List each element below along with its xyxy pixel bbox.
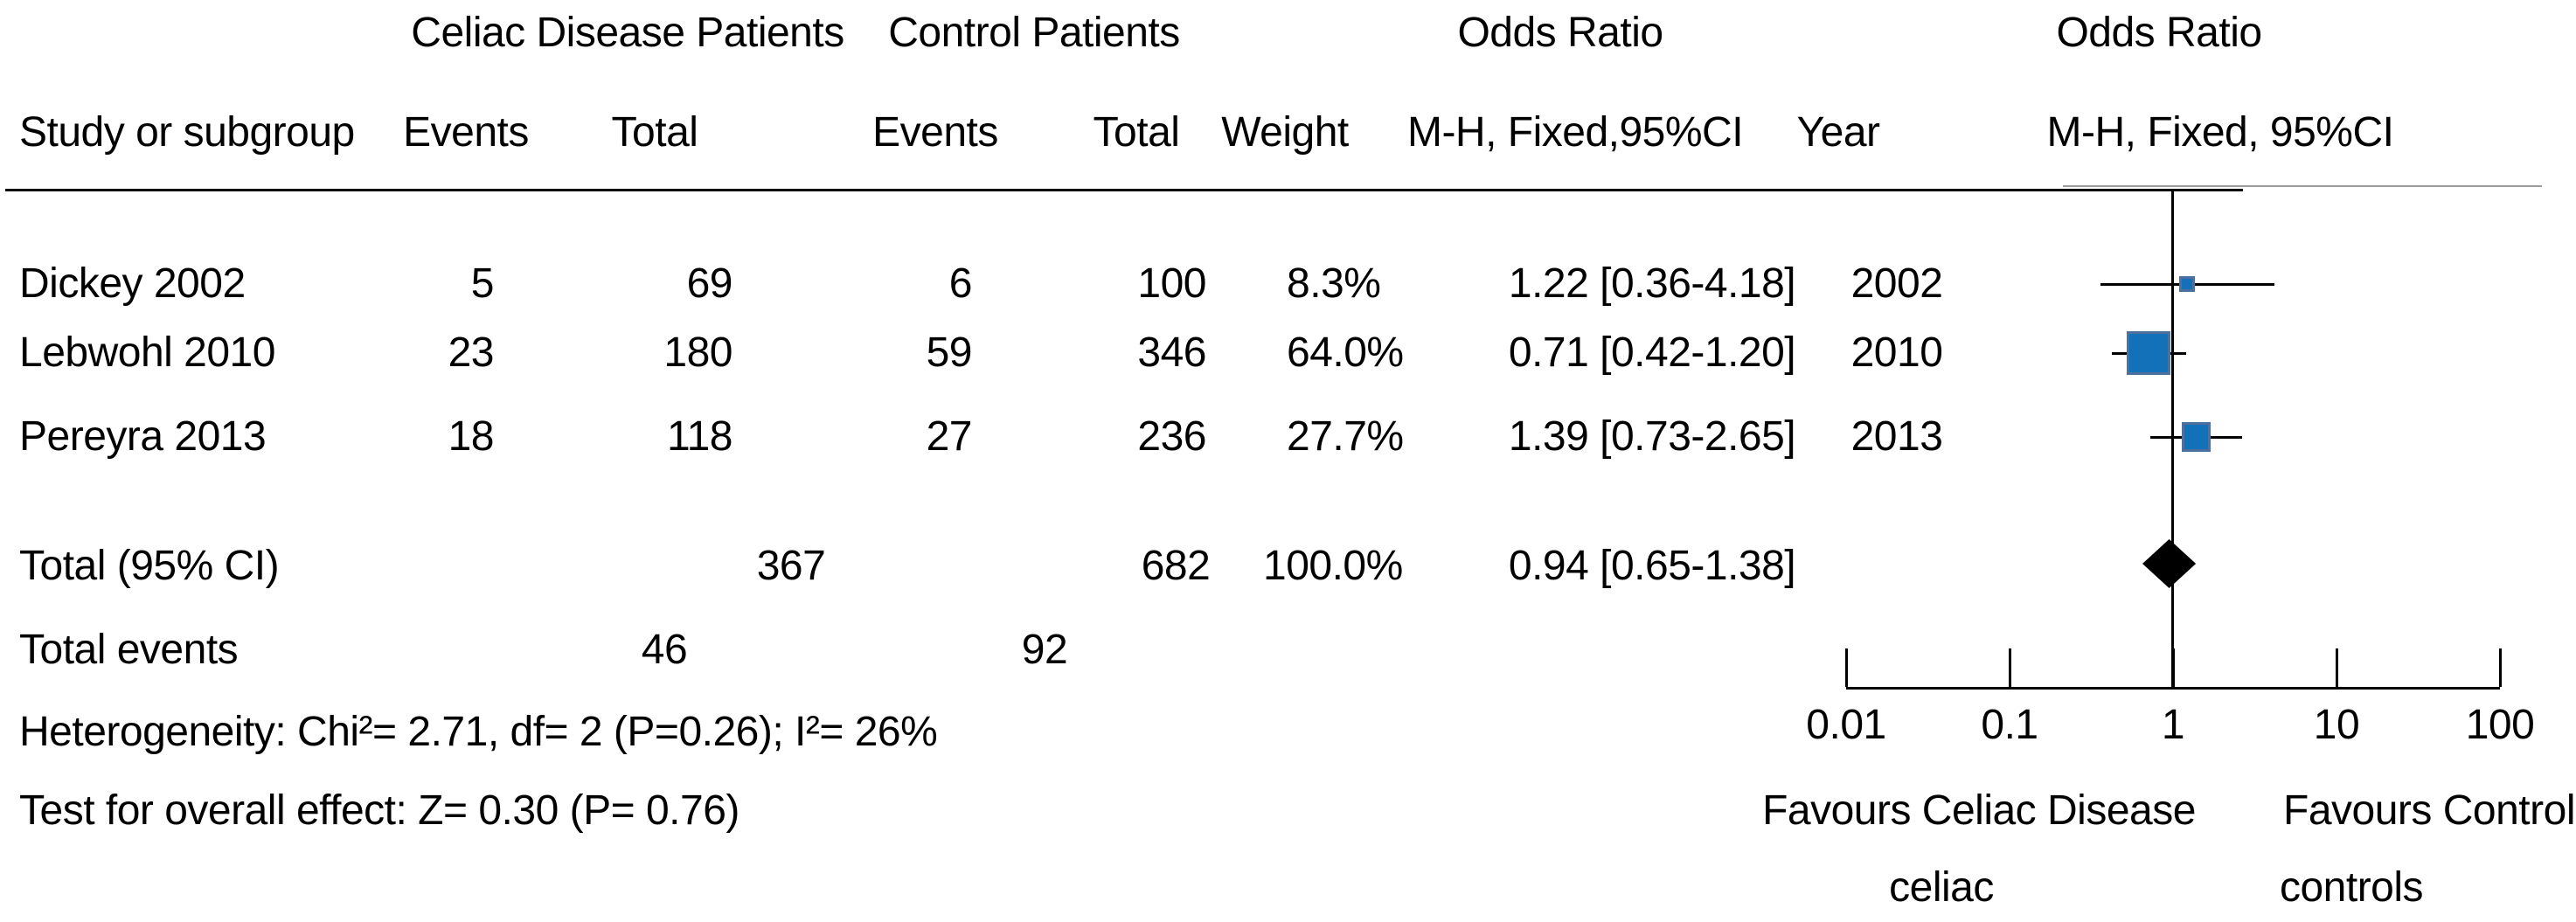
summary-diamond [2142, 539, 2197, 588]
study-total-celiac: 180 [663, 329, 733, 376]
total-weight: 100.0% [1263, 543, 1403, 589]
total-celiac-n: 367 [756, 543, 826, 589]
study-year: 2002 [1850, 260, 1943, 307]
axis-tick [2335, 648, 2338, 687]
header-group-control: Control Patients [888, 10, 1180, 56]
total-row-label: Total (95% CI) [19, 543, 280, 589]
study-events-celiac: 5 [470, 260, 495, 307]
axis-tick-label: 0.1 [1981, 702, 2038, 748]
axis-tick [2498, 648, 2502, 687]
header-odds-ratio-right: Odds Ratio [2056, 10, 2262, 56]
favours-left-label: Favours Celiac Disease [1762, 787, 2196, 834]
axis-tick-label: 10 [2313, 702, 2360, 748]
study-events-control: 27 [926, 413, 973, 460]
axis-tick [1844, 648, 1848, 687]
header-events-celiac: Events [403, 109, 529, 156]
study-events-celiac: 23 [448, 329, 495, 376]
axis-tick-label: 1 [2161, 702, 2185, 748]
total-control-n: 682 [1141, 543, 1211, 589]
study-weight: 27.7% [1287, 413, 1404, 460]
header-rule [5, 189, 2243, 191]
total-events-control: 92 [1021, 627, 1068, 673]
header-total-control: Total [1093, 109, 1180, 156]
axis-tick [2171, 648, 2175, 687]
study-events-control: 59 [926, 329, 973, 376]
study-year: 2013 [1850, 413, 1943, 460]
study-year: 2010 [1850, 329, 1943, 376]
header-mh-fixed-ci: M-H, Fixed,95%CI [1406, 109, 1744, 156]
header-group-celiac: Celiac Disease Patients [411, 10, 844, 56]
study-weight: 64.0% [1287, 329, 1404, 376]
study-total-control: 100 [1137, 260, 1206, 307]
overall-effect-text: Test for overall effect: Z= 0.30 (P= 0.7… [19, 787, 739, 834]
total-events-label: Total events [19, 627, 239, 673]
study-or-ci: 1.39 [0.73-2.65] [1508, 413, 1796, 460]
favours-left-sublabel: celiac [1889, 864, 1994, 911]
effect-square [2126, 330, 2171, 376]
header-study: Study or subgroup [19, 109, 355, 156]
header-events-control: Events [872, 109, 998, 156]
study-total-celiac: 118 [666, 413, 733, 460]
study-total-control: 236 [1137, 413, 1206, 460]
axis-tick-label: 0.01 [1806, 702, 1886, 748]
study-total-control: 346 [1137, 329, 1206, 376]
study-events-celiac: 18 [448, 413, 495, 460]
axis-tick-label: 100 [2465, 702, 2535, 748]
study-or-ci: 1.22 [0.36-4.18] [1508, 260, 1796, 307]
header-odds-ratio-left: Odds Ratio [1457, 10, 1663, 56]
header-weight: Weight [1221, 109, 1349, 156]
axis-tick [2008, 648, 2011, 687]
study-weight: 8.3% [1287, 260, 1381, 307]
effect-square [2182, 422, 2211, 452]
favours-right-sublabel: controls [2279, 864, 2424, 911]
study-name: Pereyra 2013 [19, 413, 267, 460]
plot-top-rule [2063, 185, 2542, 187]
total-or-ci: 0.94 [0.65-1.38] [1508, 543, 1796, 589]
heterogeneity-text: Heterogeneity: Chi²= 2.71, df= 2 (P=0.26… [19, 709, 938, 755]
header-year: Year [1796, 109, 1880, 156]
study-total-celiac: 69 [686, 260, 733, 307]
study-name: Lebwohl 2010 [19, 329, 275, 376]
x-axis-line [1846, 687, 2500, 690]
total-events-celiac: 46 [641, 627, 688, 673]
header-mh-fixed-ci-plot: M-H, Fixed, 95%CI [2046, 109, 2394, 156]
favours-right-label: Favours Control [2283, 787, 2575, 834]
study-or-ci: 0.71 [0.42-1.20] [1508, 329, 1796, 376]
study-events-control: 6 [948, 260, 973, 307]
header-total-celiac: Total [611, 109, 698, 156]
study-name: Dickey 2002 [19, 260, 246, 307]
reference-line-or-1 [2171, 191, 2174, 689]
effect-square [2179, 275, 2196, 293]
